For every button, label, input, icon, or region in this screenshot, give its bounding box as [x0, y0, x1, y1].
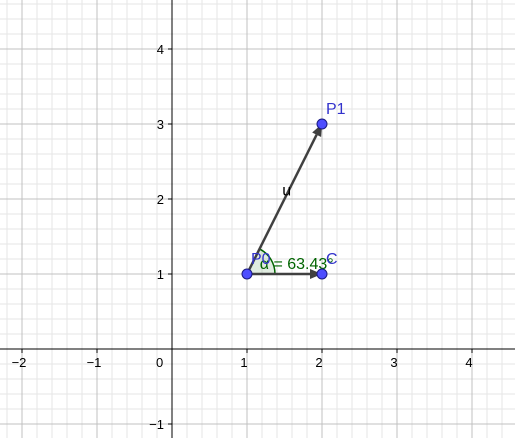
y-tick-label: 1 — [157, 267, 164, 282]
point-p1-label: P1 — [326, 101, 346, 118]
point-p1[interactable] — [316, 118, 328, 130]
x-tick-label: 1 — [240, 355, 247, 370]
x-tick-label: 2 — [315, 355, 322, 370]
origin-label: 0 — [156, 355, 163, 370]
x-tick-label: 4 — [465, 355, 472, 370]
tick-labels: 0 −2 −1 1 2 3 4 −1 1 2 3 4 — [12, 42, 473, 432]
y-tick-label: 2 — [157, 192, 164, 207]
y-tick-label: 3 — [157, 117, 164, 132]
y-tick-label: 4 — [157, 42, 164, 57]
point-c-label: C — [326, 251, 338, 268]
vector-u-label: u — [282, 182, 291, 199]
point-p0-label: P0 — [251, 251, 271, 268]
vector-u-line[interactable] — [245, 134, 318, 275]
vectors: u — [245, 124, 322, 279]
points: P0 P1 C — [241, 101, 346, 280]
vector-v[interactable] — [247, 269, 322, 279]
point-p0[interactable] — [241, 268, 253, 280]
angle-label: α = 63.43° — [260, 256, 334, 273]
x-tick-label: −2 — [12, 355, 27, 370]
point-c[interactable] — [316, 268, 328, 280]
y-tick-label: −1 — [149, 417, 164, 432]
x-tick-label: −1 — [87, 355, 102, 370]
x-tick-label: 3 — [390, 355, 397, 370]
vector-v-arrowhead — [310, 269, 322, 279]
